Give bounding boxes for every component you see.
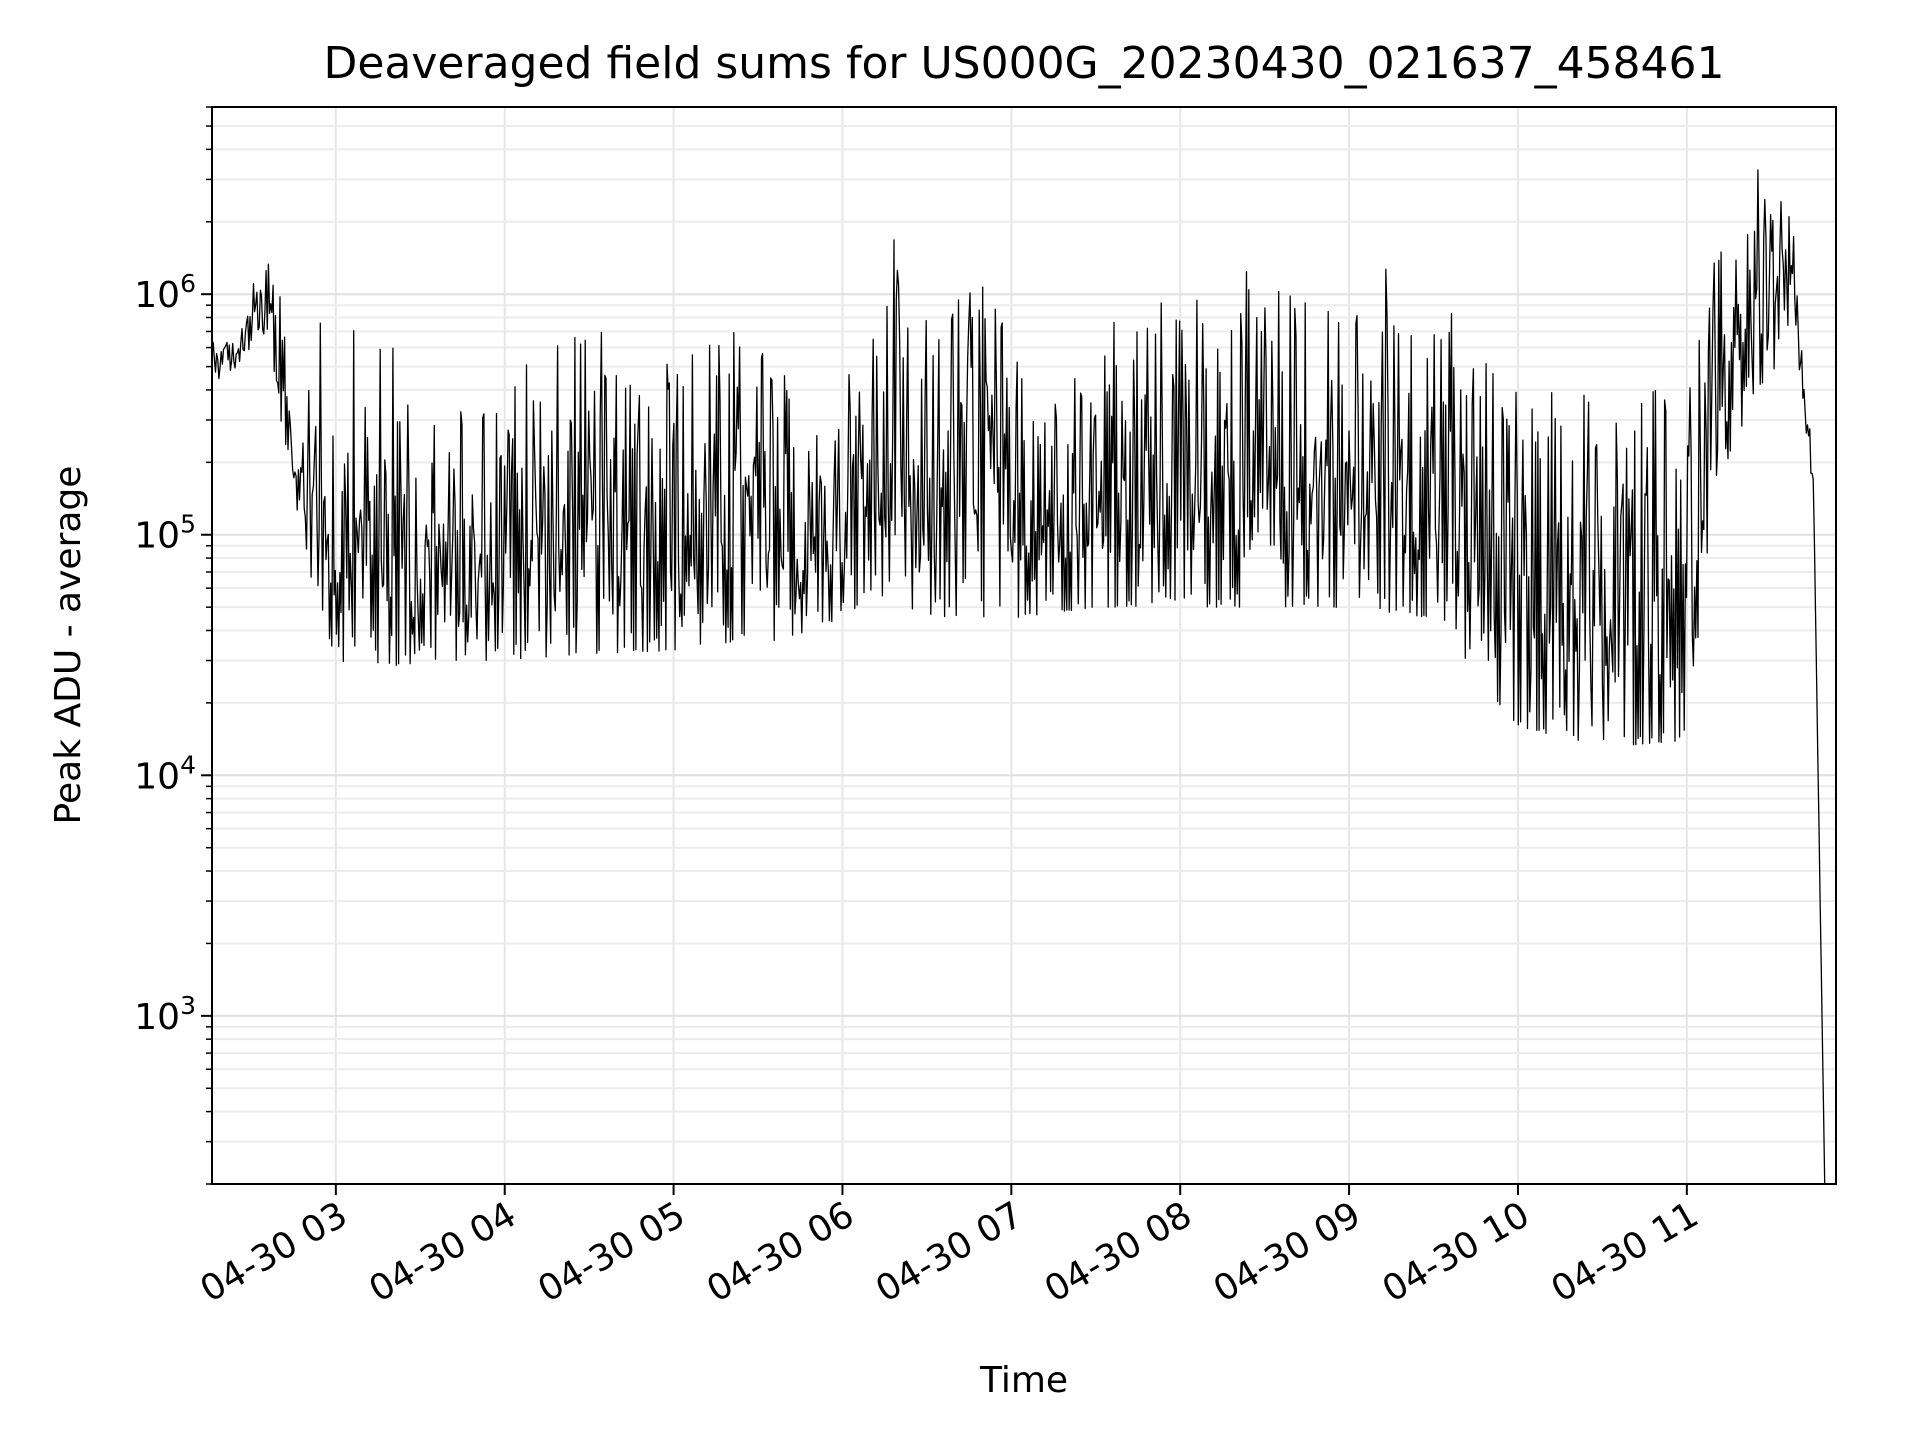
y-tick-label: 106 [134,269,196,316]
chart-title: Deaveraged field sums for US000G_2023043… [323,38,1724,89]
y-tick-label-exponent: 6 [180,269,196,298]
y-tick-label-base: 10 [134,997,180,1038]
y-tick-label-base: 10 [134,516,180,557]
y-tick-label-base: 10 [134,275,180,316]
y-tick-label: 104 [134,750,196,797]
x-axis-label: Time [979,1360,1068,1401]
y-tick-label: 103 [134,991,196,1038]
y-tick-label-exponent: 3 [180,991,196,1020]
series-layer [211,169,1826,1185]
plot-frame [211,106,1837,1185]
y-tick-label-base: 10 [134,756,180,797]
y-axis-label: Peak ADU - average [48,466,89,825]
series-line [211,169,1826,1185]
y-tick-label-exponent: 5 [180,510,196,539]
y-tick-label-exponent: 4 [180,750,196,779]
y-tick-label: 105 [134,510,196,557]
